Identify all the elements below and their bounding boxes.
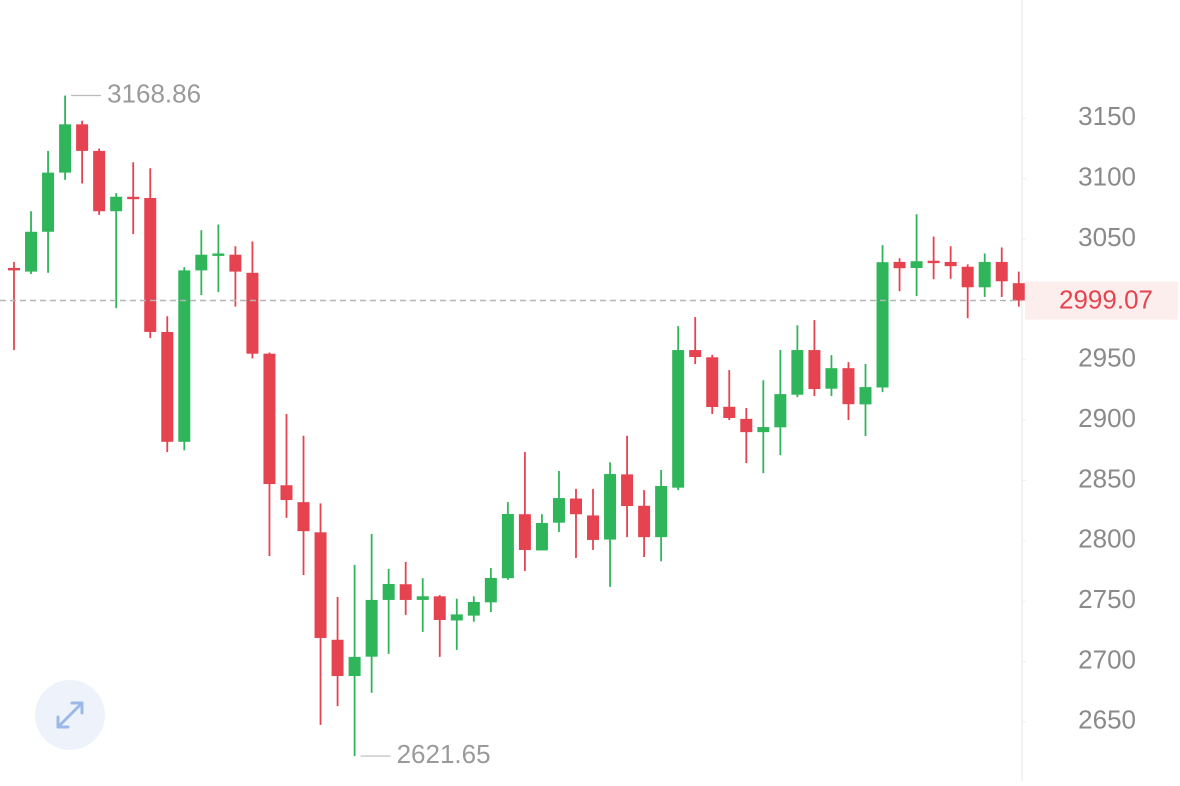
candle-body [995, 261, 1008, 282]
candle-body [672, 350, 685, 488]
candle-body [689, 350, 702, 358]
candle-body [246, 272, 259, 354]
candle-body [348, 656, 361, 676]
last-price-label: 2999.07 [1059, 284, 1153, 314]
candle-body [399, 584, 412, 600]
candle-body [331, 639, 344, 676]
candle-body [859, 387, 872, 405]
candle-body [825, 368, 838, 389]
candle-body [144, 197, 157, 332]
candle-body [552, 498, 565, 523]
candle-body [808, 350, 821, 390]
y-tick-label: 3050 [1078, 222, 1136, 252]
candle-body [535, 523, 548, 551]
expand-icon[interactable] [56, 701, 84, 729]
candle-body [93, 150, 106, 212]
last-price-bg [1025, 281, 1178, 320]
candle-body [178, 270, 191, 442]
candle-body [706, 357, 719, 408]
candle-body [842, 368, 855, 405]
candle-body [195, 254, 208, 271]
candle-body [569, 498, 582, 515]
candle-body [8, 267, 20, 271]
expand-button[interactable] [35, 680, 105, 750]
candle-body [638, 505, 651, 538]
candle-body [484, 577, 497, 603]
candle-body [774, 394, 787, 428]
candle-body [740, 418, 753, 433]
candle-body [110, 196, 123, 212]
candle-body [161, 331, 174, 442]
candle-body [876, 262, 889, 388]
candle-body [757, 427, 770, 433]
candle-body [791, 350, 804, 395]
candle-body [382, 583, 395, 600]
candle-body [518, 514, 531, 550]
candle-body [893, 261, 906, 269]
y-tick-label: 3100 [1078, 162, 1136, 192]
candle-body [587, 515, 600, 540]
candle-body [910, 261, 923, 268]
candle-body [450, 614, 463, 621]
candle-body [723, 406, 736, 419]
candle-body [1012, 283, 1025, 301]
ticks: 2650 2700 2750 2800 2850 2900 2950 3050 3100 3150 [1022, 101, 1136, 735]
candle-body [280, 485, 293, 500]
candle-body [416, 596, 429, 600]
y-tick-label: 2900 [1078, 403, 1136, 433]
candle-body [961, 266, 974, 288]
candle-body [314, 532, 327, 638]
candle-body [467, 601, 480, 616]
candle-body [621, 474, 634, 507]
candle-body [212, 253, 225, 256]
y-tick-label: 2750 [1078, 584, 1136, 614]
y-tick-label: 2850 [1078, 463, 1136, 493]
candle-body [25, 231, 38, 272]
candle-body [944, 261, 957, 267]
candle-body [297, 502, 310, 532]
candle-body [978, 261, 991, 288]
y-tick-label: 2650 [1078, 705, 1136, 735]
candle-body [263, 353, 276, 485]
candle-body [501, 513, 514, 579]
candle-body [433, 596, 446, 620]
candle-body [604, 474, 617, 540]
high-label: 3168.86 [107, 78, 201, 108]
candle-body [655, 485, 668, 538]
candle-body [229, 254, 242, 272]
candle-body [76, 124, 89, 151]
candle-body [127, 196, 140, 200]
candle-body [365, 599, 378, 657]
y-tick-label: 2800 [1078, 524, 1136, 554]
candle-body [59, 124, 72, 173]
candle-body [42, 172, 55, 232]
y-tick-label: 2700 [1078, 644, 1136, 674]
low-label: 2621.65 [397, 739, 491, 769]
y-tick-label: 2950 [1078, 343, 1136, 373]
candle-body [927, 260, 940, 264]
y-tick-label: 3150 [1078, 101, 1136, 131]
